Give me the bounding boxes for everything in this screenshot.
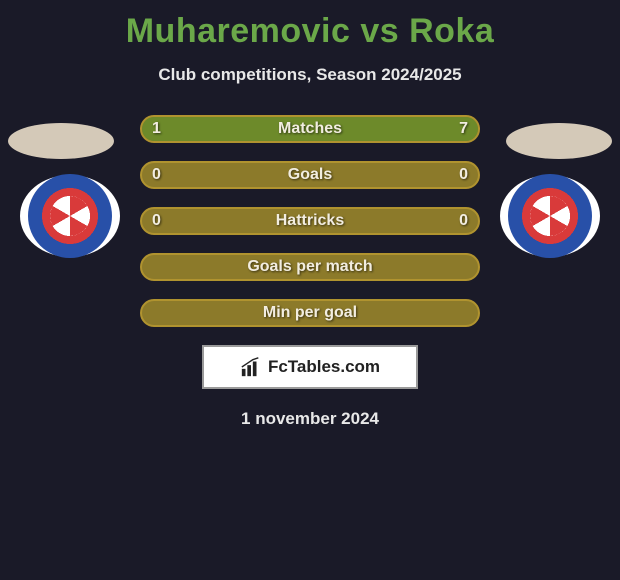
stat-row-matches: 1 Matches 7 (140, 115, 480, 143)
player-photo-placeholder-right (506, 123, 612, 159)
page-title: Muharemovic vs Roka (0, 0, 620, 51)
brand-text: FcTables.com (268, 357, 380, 377)
stat-fill-left (142, 117, 182, 141)
stat-value-right: 7 (459, 120, 468, 138)
date-line: 1 november 2024 (0, 409, 620, 429)
club-badge-right (500, 175, 600, 257)
fctables-link[interactable]: FcTables.com (202, 345, 418, 389)
stat-bars: 1 Matches 7 0 Goals 0 0 Hattricks 0 Goal… (140, 115, 480, 327)
stat-label: Hattricks (276, 212, 344, 230)
comparison-panel: 1 Matches 7 0 Goals 0 0 Hattricks 0 Goal… (0, 115, 620, 429)
stat-value-right: 0 (459, 166, 468, 184)
club-crest-icon (28, 174, 112, 258)
stat-value-right: 0 (459, 212, 468, 230)
stat-row-hattricks: 0 Hattricks 0 (140, 207, 480, 235)
stat-value-left: 1 (152, 120, 161, 138)
stat-label: Matches (278, 120, 342, 138)
stat-label: Min per goal (263, 304, 357, 322)
club-crest-icon (508, 174, 592, 258)
bar-chart-icon (240, 356, 262, 378)
club-badge-left (20, 175, 120, 257)
stat-value-left: 0 (152, 212, 161, 230)
stat-row-goals-per-match: Goals per match (140, 253, 480, 281)
stat-row-goals: 0 Goals 0 (140, 161, 480, 189)
stat-row-min-per-goal: Min per goal (140, 299, 480, 327)
stat-value-left: 0 (152, 166, 161, 184)
subtitle: Club competitions, Season 2024/2025 (0, 65, 620, 85)
stat-label: Goals (288, 166, 332, 184)
player-photo-placeholder-left (8, 123, 114, 159)
stat-label: Goals per match (247, 258, 372, 276)
